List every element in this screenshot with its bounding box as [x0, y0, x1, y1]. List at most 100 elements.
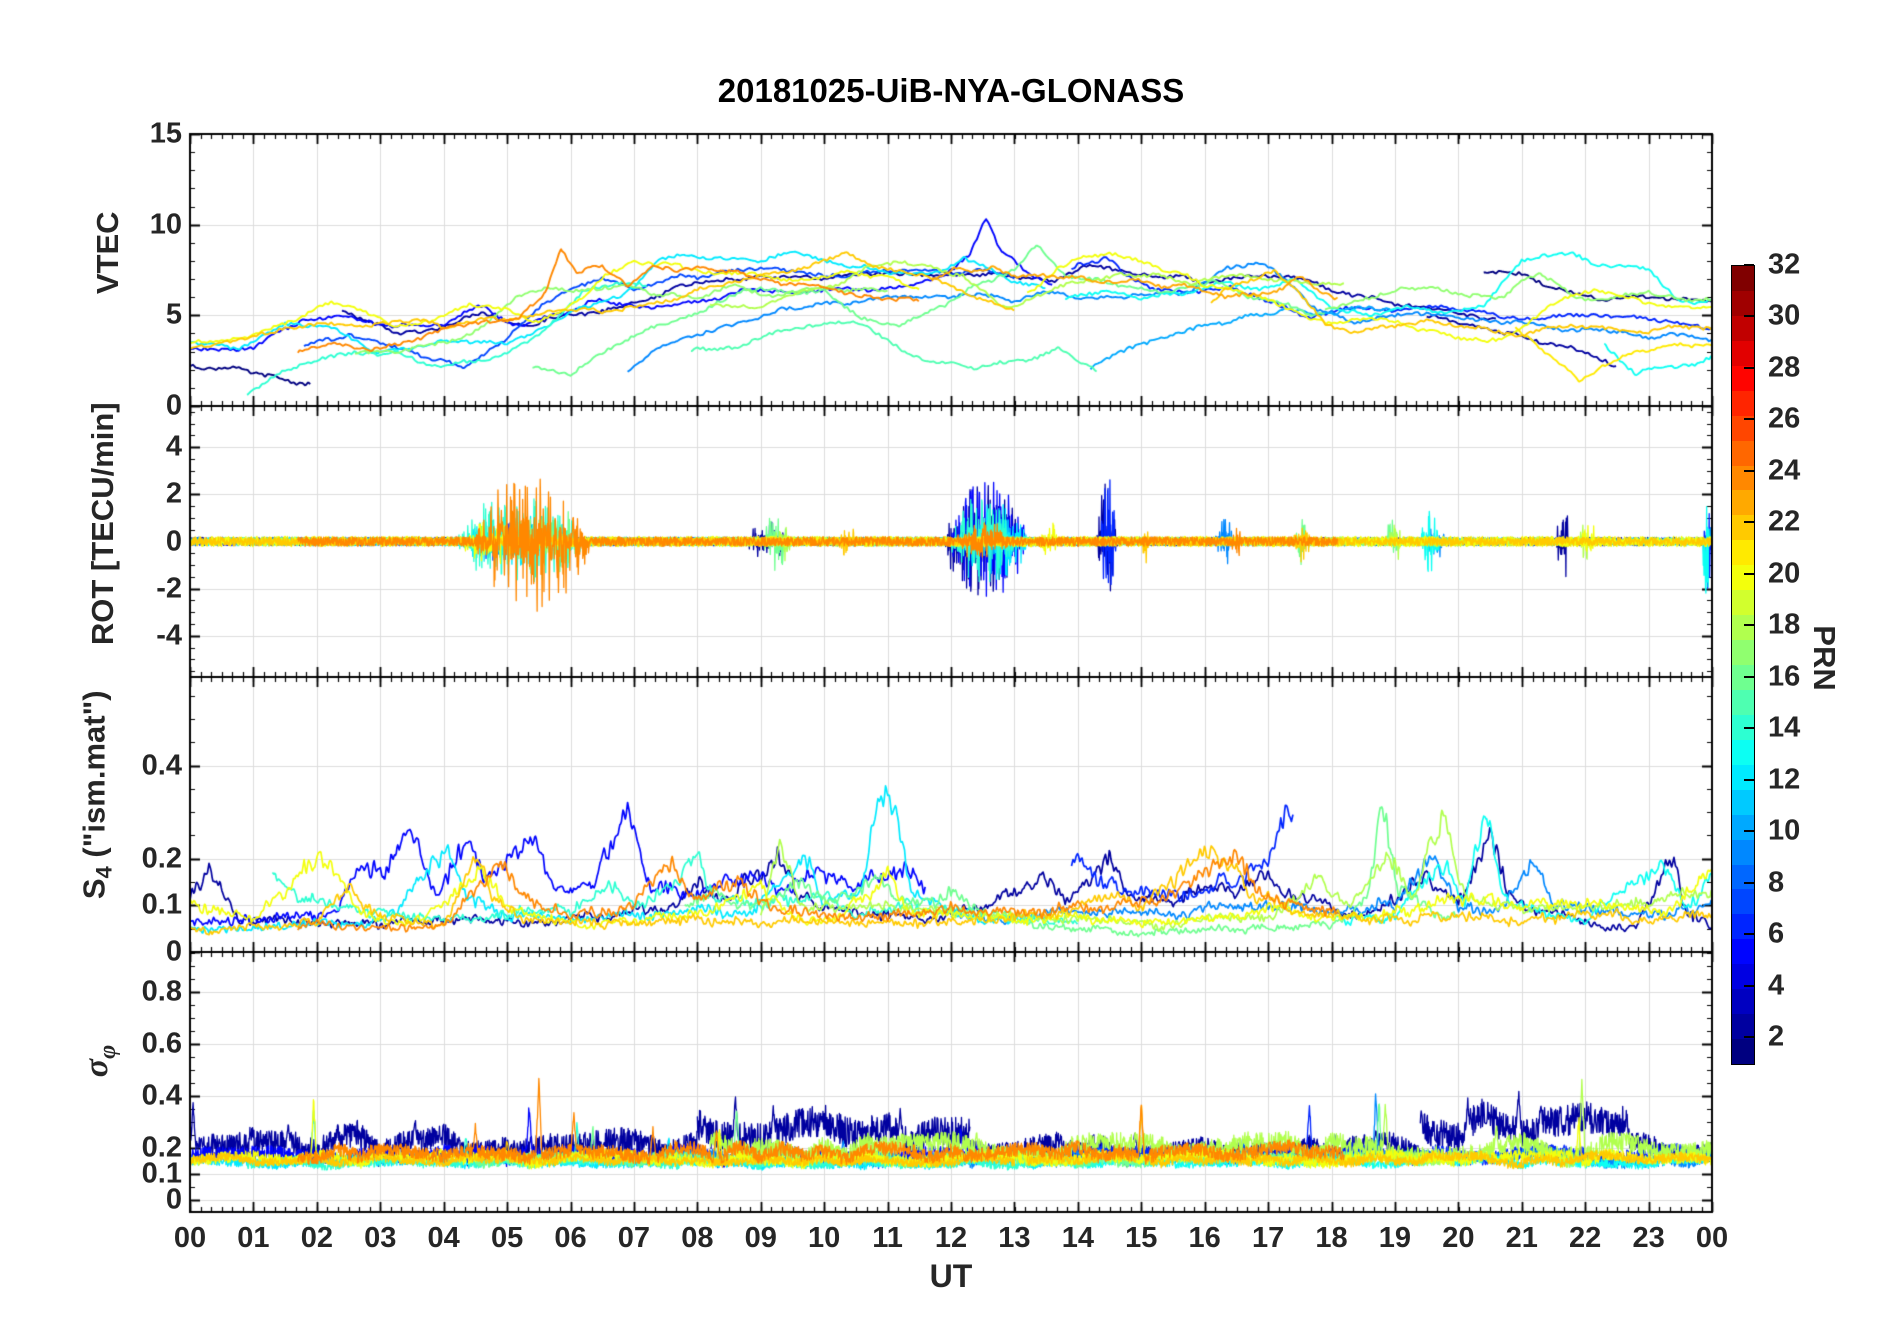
colorbar-tick-label: 20	[1768, 557, 1801, 590]
colorbar-segment	[1732, 415, 1754, 441]
colorbar-segment	[1732, 889, 1754, 915]
x-tick-label: 13	[998, 1222, 1031, 1254]
colorbar-tick	[1744, 469, 1754, 472]
x-tick-label: 14	[1061, 1222, 1094, 1254]
y-tick-label: 0	[165, 1183, 182, 1216]
colorbar-tick	[1744, 1036, 1754, 1039]
colorbar-tick-label: 30	[1768, 299, 1801, 332]
colorbar-tick	[1744, 315, 1754, 318]
colorbar-segment	[1732, 440, 1754, 466]
colorbar-tick	[1744, 933, 1754, 936]
colorbar-tick-label: 4	[1768, 969, 1785, 1002]
colorbar-segment	[1732, 914, 1754, 940]
y-tick-label: 0.2	[141, 1131, 182, 1164]
colorbar-segment	[1732, 964, 1754, 990]
colorbar-tick	[1744, 521, 1754, 524]
colorbar-segment	[1732, 515, 1754, 541]
colorbar-segment	[1732, 789, 1754, 815]
y-tick-label: 10	[149, 208, 182, 241]
x-axis-label: UT	[929, 1258, 973, 1294]
x-tick-label: 17	[1251, 1222, 1285, 1254]
x-tick-label: 06	[554, 1222, 587, 1254]
colorbar-tick	[1744, 264, 1754, 266]
y-tick-label: 0.2	[141, 842, 182, 875]
x-tick-label: 02	[300, 1222, 333, 1254]
y-tick-label: 15	[149, 117, 182, 150]
x-tick-label: 22	[1569, 1222, 1602, 1254]
colorbar-segment	[1732, 640, 1754, 665]
x-tick-label: 15	[1125, 1222, 1158, 1254]
y-tick-label: 0.6	[141, 1027, 182, 1060]
x-tick-label: 04	[427, 1222, 460, 1254]
colorbar-segment	[1732, 615, 1754, 641]
colorbar-tick	[1744, 572, 1754, 575]
y-tick-label: 0	[165, 389, 182, 422]
x-tick-label: 18	[1315, 1222, 1348, 1254]
colorbar-tick	[1744, 624, 1754, 627]
colorbar-segment	[1732, 340, 1754, 366]
colorbar-segment	[1732, 839, 1754, 865]
x-tick-label: 16	[1188, 1222, 1221, 1254]
colorbar-segment	[1732, 290, 1754, 316]
colorbar-tick-label: 14	[1768, 711, 1801, 744]
colorbar-segment	[1732, 689, 1754, 715]
colorbar-tick-label: 6	[1768, 917, 1785, 950]
y-tick-label: 0.8	[141, 975, 182, 1008]
colorbar-segment	[1732, 540, 1754, 566]
x-tick-label: 20	[1442, 1222, 1475, 1254]
colorbar-tick	[1744, 778, 1754, 781]
colorbar-segment	[1732, 714, 1754, 740]
colorbar-segment	[1732, 939, 1754, 965]
colorbar-tick-label: 2	[1768, 1020, 1785, 1053]
colorbar-tick-label: 12	[1768, 763, 1801, 796]
colorbar	[1731, 265, 1755, 1065]
x-tick-label: 21	[1505, 1222, 1538, 1254]
colorbar-tick-label: 16	[1768, 660, 1801, 693]
colorbar-segment	[1732, 739, 1754, 765]
colorbar-segment	[1732, 490, 1754, 516]
x-tick-label: 10	[808, 1222, 841, 1254]
x-tick-label: 07	[617, 1222, 651, 1254]
y-tick-label: 0.1	[141, 888, 182, 921]
y-tick-label: -2	[156, 572, 182, 605]
x-tick-label: 11	[872, 1222, 903, 1254]
colorbar-segment	[1732, 565, 1754, 591]
y-tick-label: 0.1	[141, 1157, 182, 1190]
colorbar-tick-label: 28	[1768, 351, 1801, 384]
colorbar-segment	[1732, 390, 1754, 416]
x-tick-label: 12	[934, 1222, 968, 1254]
colorbar-segment	[1732, 365, 1754, 391]
y-tick-label: 0.4	[141, 749, 182, 782]
x-tick-label: 05	[490, 1222, 524, 1254]
y-tick-label: 4	[165, 430, 182, 463]
colorbar-segment	[1732, 1014, 1754, 1040]
colorbar-tick-label: 18	[1768, 608, 1801, 641]
colorbar-tick	[1744, 675, 1754, 678]
x-tick-label: 00	[1695, 1222, 1729, 1254]
colorbar-segment	[1732, 315, 1754, 341]
y-tick-label: 0	[165, 525, 182, 557]
colorbar-tick-label: 24	[1768, 454, 1801, 487]
x-tick-label: 08	[681, 1222, 714, 1254]
colorbar-segment	[1732, 266, 1754, 291]
colorbar-segment	[1732, 864, 1754, 890]
colorbar-segment	[1732, 1039, 1754, 1064]
y-tick-label: -4	[156, 619, 182, 652]
colorbar-tick	[1744, 418, 1754, 421]
colorbar-label: PRN	[1807, 625, 1842, 691]
colorbar-tick	[1744, 984, 1754, 987]
colorbar-tick-label: 26	[1768, 402, 1801, 435]
x-tick-label: 01	[237, 1222, 270, 1254]
colorbar-segment	[1732, 665, 1754, 690]
colorbar-tick	[1744, 366, 1754, 369]
colorbar-segment	[1732, 989, 1754, 1015]
colorbar-tick	[1744, 727, 1754, 730]
colorbar-segment	[1732, 814, 1754, 840]
colorbar-tick	[1744, 881, 1754, 884]
colorbar-tick-label: 22	[1768, 505, 1801, 538]
colorbar-segment	[1732, 590, 1754, 616]
y-tick-label: 2	[165, 477, 182, 510]
colorbar-tick-label: 32	[1768, 248, 1801, 281]
